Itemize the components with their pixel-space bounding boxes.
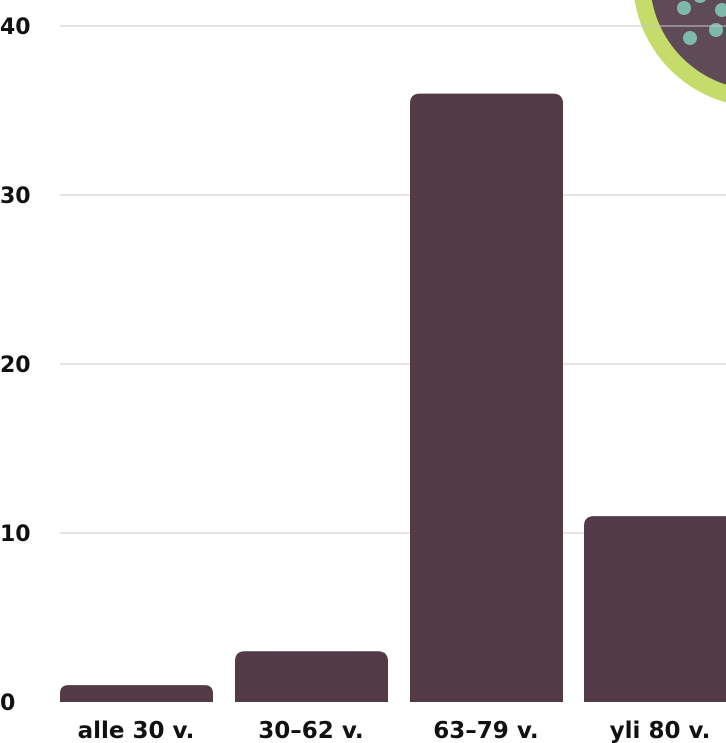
grid-lines	[60, 25, 726, 534]
bars	[60, 93, 726, 703]
y-tick-label: 0	[0, 691, 15, 716]
bar-1	[60, 685, 213, 702]
badge-dot	[683, 31, 697, 45]
bar-3	[410, 93, 563, 703]
y-tick-label: 10	[0, 522, 31, 547]
y-tick-label: 40	[0, 15, 31, 40]
y-axis-ticks: 0 10 20 30 40	[0, 15, 31, 716]
y-tick-label: 20	[0, 353, 31, 378]
bar-4	[584, 516, 726, 702]
x-tick-label: 30–62 v.	[258, 718, 363, 743]
x-tick-label: yli 80 v.	[610, 718, 711, 743]
badge-dot	[677, 1, 691, 15]
badge-dot	[694, 0, 706, 3]
bar-2	[235, 651, 388, 702]
x-tick-label: 63–79 v.	[433, 718, 538, 743]
badge-dot	[715, 3, 726, 17]
x-tick-label: alle 30 v.	[78, 718, 195, 743]
x-axis-ticks: alle 30 v. 30–62 v. 63–79 v. yli 80 v.	[78, 718, 711, 743]
y-tick-label: 30	[0, 184, 31, 209]
badge-dot	[709, 23, 723, 37]
decorative-badge	[634, 0, 726, 103]
